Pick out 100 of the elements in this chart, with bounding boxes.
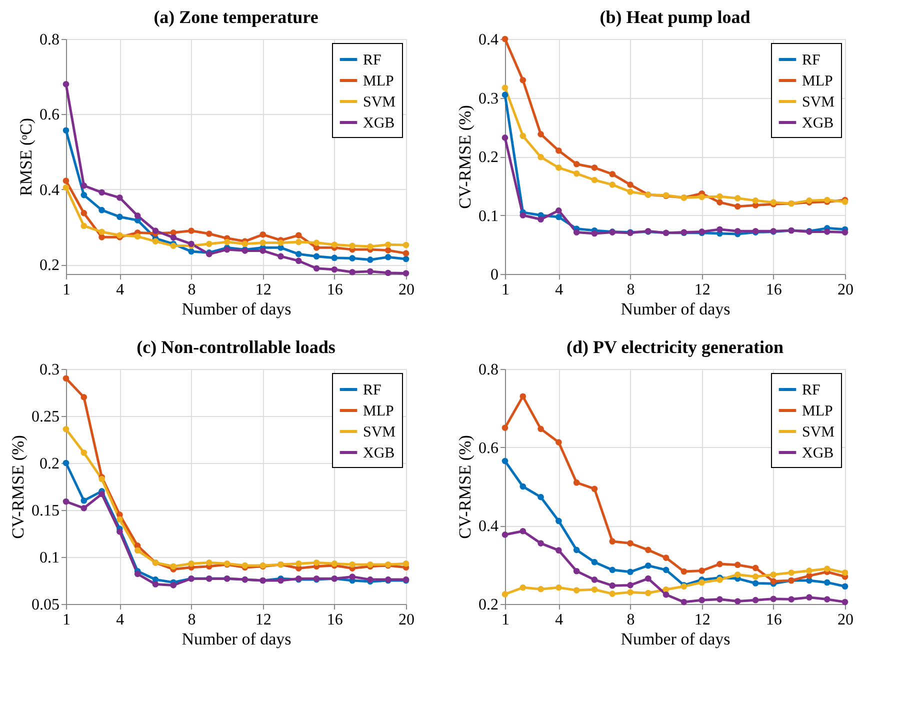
point: [538, 154, 544, 160]
point: [662, 554, 670, 561]
point: [734, 195, 741, 202]
x-tick-label: 1: [502, 282, 510, 298]
point: [278, 253, 284, 260]
legend-label: SVM: [802, 94, 835, 110]
point: [502, 134, 508, 141]
point: [698, 568, 706, 574]
point: [313, 559, 320, 566]
point: [734, 571, 741, 578]
point: [680, 568, 688, 575]
point: [349, 268, 356, 276]
x-tick-label: 12: [255, 612, 272, 628]
point: [80, 450, 88, 456]
point: [98, 189, 105, 196]
y-tick-label: 0.6: [478, 440, 498, 457]
point: [62, 375, 70, 382]
point: [502, 84, 508, 91]
point: [152, 228, 159, 234]
point: [242, 240, 248, 248]
point: [734, 228, 741, 234]
point: [573, 546, 580, 554]
point: [295, 560, 302, 567]
point: [349, 561, 356, 568]
point: [384, 254, 392, 260]
y-tick-label: 0.05: [32, 596, 60, 614]
y-axis-title: CV-RMSE (%): [456, 105, 474, 209]
point: [367, 243, 374, 250]
point: [556, 547, 562, 554]
point: [62, 127, 70, 134]
x-tick-label: 8: [626, 282, 635, 298]
point: [591, 176, 598, 184]
x-tick-label: 8: [188, 612, 196, 628]
point: [824, 596, 830, 602]
point: [698, 579, 706, 586]
legend-label: MLP: [363, 74, 394, 90]
y-tick-label: 0.8: [478, 362, 498, 378]
legend-label: XGB: [802, 446, 834, 462]
point: [627, 540, 634, 546]
point: [116, 516, 123, 523]
x-tick-label: 12: [694, 282, 710, 298]
point: [134, 212, 141, 219]
point: [538, 426, 544, 432]
x-tick-label: 16: [326, 612, 343, 628]
point: [62, 460, 70, 466]
y-tick-label: 0.15: [32, 502, 60, 520]
x-tick-label: 4: [116, 612, 124, 628]
point: [331, 242, 338, 248]
point: [98, 228, 105, 236]
point: [402, 270, 410, 276]
point: [788, 570, 794, 576]
point: [520, 483, 526, 490]
point: [556, 214, 562, 220]
point: [662, 591, 670, 598]
x-tick-label: 20: [838, 612, 854, 628]
legend-label: RF: [802, 382, 820, 398]
point: [98, 490, 105, 498]
chart-title: (a) Zone temperature: [154, 7, 318, 27]
point: [752, 573, 759, 580]
point: [538, 494, 544, 500]
point: [62, 498, 70, 505]
point: [224, 238, 230, 246]
point: [402, 250, 410, 256]
point: [520, 393, 526, 400]
point: [806, 568, 812, 574]
point: [80, 182, 88, 189]
point: [716, 226, 723, 233]
point: [538, 540, 544, 546]
point: [295, 232, 302, 238]
point: [520, 132, 526, 140]
point: [520, 528, 526, 534]
point: [698, 596, 706, 604]
point: [538, 216, 544, 223]
x-axis-title: Number of days: [182, 630, 292, 648]
point: [788, 596, 794, 602]
y-tick-label: 0.3: [40, 362, 60, 378]
point: [842, 570, 848, 576]
point: [152, 238, 159, 244]
legend-label: XGB: [363, 116, 395, 132]
point: [556, 147, 562, 154]
point: [520, 76, 526, 84]
point: [680, 598, 688, 606]
point: [331, 254, 338, 261]
legend-label: MLP: [363, 404, 394, 420]
point: [295, 250, 302, 258]
legend-label: XGB: [363, 446, 395, 462]
point: [62, 426, 70, 432]
y-tick-label: 0.4: [478, 32, 498, 48]
point: [520, 584, 526, 591]
y-tick-label: 0.8: [40, 32, 60, 48]
y-tick-label: 0.4: [40, 182, 60, 199]
x-axis-title: Number of days: [182, 300, 292, 318]
point: [824, 579, 830, 586]
x-tick-label: 12: [255, 282, 272, 298]
point: [573, 160, 580, 168]
point: [609, 566, 616, 574]
point: [752, 197, 759, 204]
point: [313, 265, 320, 272]
point: [770, 578, 777, 584]
point: [98, 206, 105, 214]
